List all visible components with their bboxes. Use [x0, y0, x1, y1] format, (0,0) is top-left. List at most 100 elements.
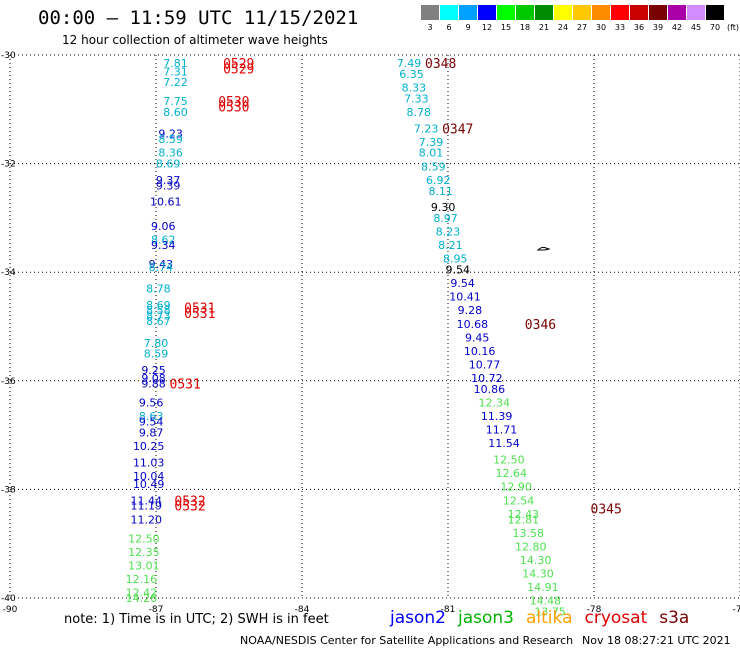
wave-height-point: 8.23: [436, 225, 461, 238]
wave-height-point: 8.59: [421, 160, 446, 173]
wave-height-point: 10.41: [449, 291, 481, 304]
wave-height-point: 14.30: [522, 568, 554, 581]
wave-height-point: 12.34: [478, 397, 510, 410]
color-swatch: [497, 5, 515, 20]
wave-height-point: 12.64: [496, 467, 528, 480]
x-tick-label: -78: [587, 605, 602, 615]
wave-height-point: 12.81: [508, 513, 540, 526]
pass-time-label: 0531: [184, 307, 215, 322]
wave-height-point: 9.25: [141, 364, 166, 377]
wave-height-point: 7.33: [404, 92, 429, 105]
timestamp: Nov 18 08:27:21 UTC 2021: [582, 634, 731, 647]
x-tick-label: -90: [3, 605, 18, 615]
wave-height-point: 12.42: [126, 587, 158, 600]
pass-time-label: 0531: [184, 301, 215, 316]
color-scale-unit: (ft): [726, 23, 740, 32]
wave-height-point: 8.58: [146, 304, 171, 317]
pass-time-label: 0530: [218, 95, 249, 110]
color-swatch: [630, 5, 648, 20]
wave-height-point: 9.34: [151, 239, 176, 252]
legend-cryosat: cryosat: [584, 608, 648, 628]
island-outline: [536, 246, 551, 251]
wave-height-point: 9.28: [458, 304, 483, 317]
pass-time-label: 0530: [218, 101, 249, 116]
color-scale-label: 12: [481, 23, 493, 32]
wave-height-point: 8.73: [146, 310, 171, 323]
wave-height-point: 7.22: [163, 76, 188, 89]
wave-height-point: 6.35: [399, 68, 424, 81]
color-swatch: [554, 5, 572, 20]
color-swatch: [706, 5, 724, 20]
wave-height-point: 13.75: [534, 606, 566, 619]
wave-height-point: 10.04: [133, 470, 165, 483]
color-scale-label: 30: [595, 23, 607, 32]
legend-altika: altika: [526, 608, 573, 628]
color-swatch: [459, 5, 477, 20]
wave-height-point: 11.19: [131, 500, 163, 513]
wave-height-labels: 7.817.317.227.758.609.238.598.368.699.37…: [126, 57, 622, 618]
color-swatch: [440, 5, 458, 20]
color-scale-label: 6: [446, 23, 452, 32]
wave-height-point: 9.56: [139, 397, 164, 410]
wave-height-point: 8.33: [402, 82, 427, 95]
wave-height-point: 9.39: [156, 179, 181, 192]
color-scale-label: 3: [427, 23, 433, 32]
pass-time-label: 0348: [425, 57, 456, 72]
wave-height-point: 11.39: [481, 410, 513, 423]
legend-jason2: jason2: [390, 608, 446, 628]
legend-s3a: s3a: [659, 608, 690, 628]
pass-time-label: 0346: [525, 318, 556, 333]
wave-height-point: 12.35: [128, 546, 160, 559]
y-tick-label: -32: [1, 160, 16, 170]
wave-height-point: 11.44: [131, 494, 163, 507]
y-tick-label: -40: [1, 594, 16, 604]
wave-height-point: 10.72: [471, 372, 503, 385]
wave-height-point: 9.37: [156, 174, 181, 187]
wave-height-point: 9.45: [465, 331, 490, 344]
color-swatch: [535, 5, 553, 20]
color-scale-label: 18: [519, 23, 531, 32]
wave-height-point: 8.63: [139, 410, 164, 423]
satellite-legend: jason2 jason3 altika cryosat s3a: [390, 608, 701, 628]
color-scale-label: 15: [500, 23, 512, 32]
wave-height-point: 14.26: [126, 592, 158, 605]
pass-time-label: 0532: [174, 494, 205, 509]
wave-height-point: 9.23: [158, 128, 183, 141]
wave-height-point: 6.92: [426, 174, 451, 187]
wave-height-point: 12.80: [515, 540, 547, 553]
grid-lines: [9, 54, 740, 599]
wave-height-point: 9.08: [141, 372, 166, 385]
wave-height-point: 8.74: [149, 261, 174, 274]
color-swatch: [611, 5, 629, 20]
wave-height-point: 8.69: [156, 158, 181, 171]
wave-height-point: 14.30: [520, 554, 552, 567]
footnote: note: 1) Time is in UTC; 2) SWH is in fe…: [64, 612, 329, 627]
wave-height-point: 12.50: [128, 532, 160, 545]
legend-jason3: jason3: [458, 608, 514, 628]
y-tick-label: -38: [1, 485, 16, 495]
color-scale-label: 33: [614, 23, 626, 32]
color-swatch: [687, 5, 705, 20]
color-scale-label: 39: [652, 23, 664, 32]
wave-height-point: 7.31: [163, 65, 188, 78]
wave-height-point: 10.49: [133, 478, 165, 491]
pass-time-label: 0529: [223, 57, 254, 72]
y-tick-label: -34: [1, 268, 16, 278]
wave-height-point: 7.23: [414, 122, 439, 135]
color-scale-label: 36: [633, 23, 645, 32]
wave-height-point: 12.54: [503, 494, 535, 507]
wave-height-point: 10.68: [457, 318, 489, 331]
color-swatch: [573, 5, 591, 20]
color-scale-label: 42: [671, 23, 683, 32]
wave-height-point: 9.54: [139, 416, 164, 429]
wave-height-point: 12.16: [126, 573, 158, 586]
wave-height-point: 9.43: [149, 258, 174, 271]
color-swatch: [668, 5, 686, 20]
wave-height-point: 8.59: [144, 348, 169, 361]
wave-height-point: 12.90: [500, 481, 532, 494]
chart-title: 00:00 – 11:59 UTC 11/15/2021: [38, 7, 359, 29]
y-tick-label: -30: [1, 51, 16, 61]
color-swatch: [516, 5, 534, 20]
wave-height-point: 11.54: [488, 437, 520, 450]
